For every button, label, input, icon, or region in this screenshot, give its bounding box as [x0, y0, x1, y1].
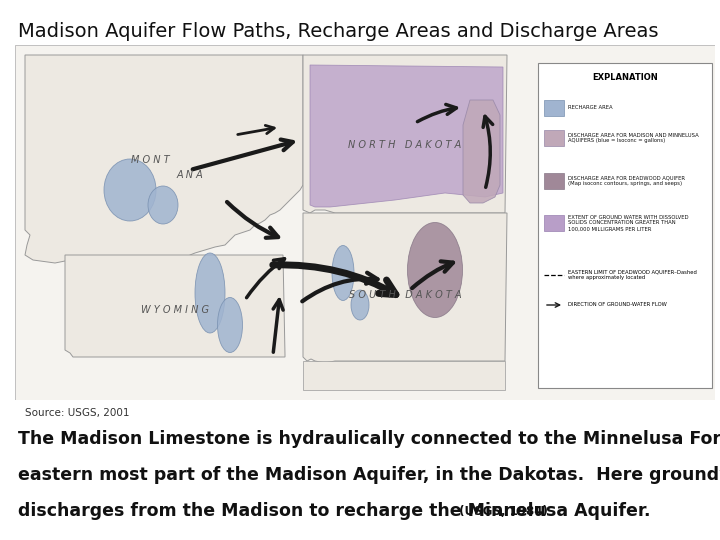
Text: EASTERN LIMIT OF DEADWOOD AQUIFER–Dashed
where approximately located: EASTERN LIMIT OF DEADWOOD AQUIFER–Dashed…	[568, 269, 697, 280]
Polygon shape	[25, 55, 303, 270]
Bar	[544, 130, 564, 146]
Text: discharges from the Madison to recharge the Minnelusa Aquifer.: discharges from the Madison to recharge …	[18, 502, 650, 520]
Text: N O R T H   D A K O T A: N O R T H D A K O T A	[348, 140, 462, 150]
Text: EXTENT OF GROUND WATER WITH DISSOLVED
SOLIDS CONCENTRATION GREATER THAN
100,000 : EXTENT OF GROUND WATER WITH DISSOLVED SO…	[568, 215, 688, 231]
Polygon shape	[303, 55, 507, 213]
Polygon shape	[65, 255, 285, 357]
Text: DIRECTION OF GROUND-WATER FLOW: DIRECTION OF GROUND-WATER FLOW	[568, 302, 667, 307]
Ellipse shape	[217, 298, 243, 353]
Text: (USGS, 1984): (USGS, 1984)	[455, 505, 548, 518]
Text: The Madison Limestone is hydraulically connected to the Minnelusa Formation in t: The Madison Limestone is hydraulically c…	[18, 430, 720, 448]
Polygon shape	[463, 100, 500, 203]
Text: eastern most part of the Madison Aquifer, in the Dakotas.  Here groundwater: eastern most part of the Madison Aquifer…	[18, 466, 720, 484]
Ellipse shape	[195, 253, 225, 333]
Text: M O N T: M O N T	[131, 155, 169, 165]
Text: EXPLANATION: EXPLANATION	[592, 73, 658, 82]
Ellipse shape	[148, 186, 178, 224]
Text: W Y O M I N G: W Y O M I N G	[141, 305, 209, 315]
Text: Source: USGS, 2001: Source: USGS, 2001	[25, 408, 130, 418]
Polygon shape	[303, 213, 507, 363]
Ellipse shape	[351, 290, 369, 320]
Polygon shape	[303, 361, 505, 390]
Ellipse shape	[332, 246, 354, 300]
Bar	[538, 63, 712, 388]
Polygon shape	[310, 65, 503, 207]
Text: DISCHARGE AREA FOR DEADWOOD AQUIFER
(Map isoconc contours, springs, and seeps): DISCHARGE AREA FOR DEADWOOD AQUIFER (Map…	[568, 176, 685, 186]
Bar	[544, 215, 564, 231]
Bar	[544, 173, 564, 189]
Text: S O U T H   D A K O T A: S O U T H D A K O T A	[348, 290, 462, 300]
Text: RECHARGE AREA: RECHARGE AREA	[568, 105, 613, 111]
Text: A N A: A N A	[176, 170, 203, 180]
Ellipse shape	[104, 159, 156, 221]
Text: Madison Aquifer Flow Paths, Recharge Areas and Discharge Areas: Madison Aquifer Flow Paths, Recharge Are…	[18, 22, 659, 41]
Bar	[544, 100, 564, 116]
Ellipse shape	[408, 222, 462, 318]
Text: DISCHARGE AREA FOR MADISON AND MINNELUSA
AQUIFERS (blue = Isoconc = gallons): DISCHARGE AREA FOR MADISON AND MINNELUSA…	[568, 133, 698, 144]
